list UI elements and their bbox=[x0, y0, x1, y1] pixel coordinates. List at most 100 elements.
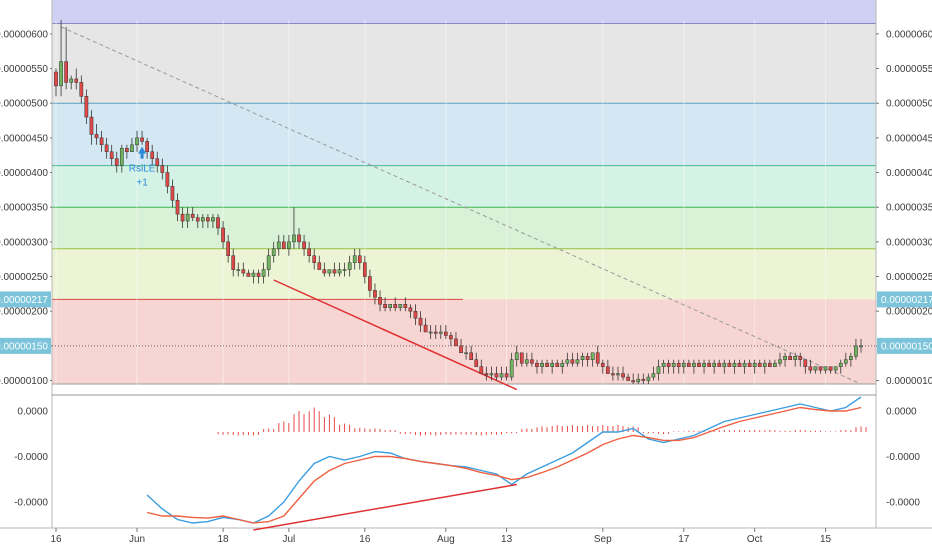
time-tick-label: Oct bbox=[747, 534, 763, 545]
candle-body bbox=[616, 373, 620, 376]
time-tick-label: Jun bbox=[129, 534, 145, 545]
candle-body bbox=[849, 356, 853, 360]
candle bbox=[555, 359, 560, 367]
candle bbox=[408, 304, 413, 319]
candle bbox=[489, 366, 494, 381]
candle-body bbox=[89, 116, 94, 135]
candle-body bbox=[206, 217, 210, 222]
candle-body bbox=[757, 362, 762, 367]
candle-body bbox=[611, 373, 615, 376]
price-tick-left: 0.00000500 bbox=[0, 99, 48, 110]
candle bbox=[241, 262, 246, 277]
candle-body bbox=[717, 362, 722, 367]
candle bbox=[443, 325, 448, 339]
candle-body bbox=[737, 362, 742, 367]
candle bbox=[828, 366, 833, 374]
price-tick-right: 0.00000550 bbox=[886, 64, 932, 75]
candle bbox=[560, 359, 565, 374]
candle-body bbox=[271, 248, 276, 256]
price-badge-right-label: 0.00000150 bbox=[881, 341, 932, 352]
candle-body bbox=[261, 269, 266, 277]
price-badge-right-label: 0.00000217 bbox=[881, 295, 932, 306]
candle bbox=[656, 359, 661, 381]
candle bbox=[843, 352, 848, 367]
candle-body bbox=[843, 359, 848, 364]
candle-body bbox=[808, 366, 813, 371]
candle bbox=[69, 75, 74, 90]
candle bbox=[707, 359, 711, 367]
candle bbox=[530, 352, 534, 367]
candle bbox=[697, 359, 701, 367]
candle-body bbox=[251, 272, 256, 277]
candle-body bbox=[54, 71, 58, 87]
candle bbox=[261, 262, 266, 284]
candle-body bbox=[732, 362, 737, 367]
candle bbox=[712, 359, 717, 374]
candle bbox=[216, 214, 220, 235]
candle-body bbox=[854, 345, 858, 357]
fib-zone bbox=[52, 207, 876, 249]
candle bbox=[190, 207, 195, 222]
candle bbox=[449, 332, 453, 346]
candle bbox=[580, 352, 585, 367]
candle-body bbox=[160, 165, 165, 173]
candle-body bbox=[322, 269, 327, 274]
candle-body bbox=[119, 148, 124, 166]
candle-body bbox=[479, 366, 484, 374]
candle-body bbox=[135, 137, 139, 146]
candle bbox=[747, 359, 752, 367]
candle-body bbox=[337, 269, 342, 274]
candle-body bbox=[727, 362, 732, 367]
candle bbox=[89, 110, 94, 145]
candle-body bbox=[489, 373, 494, 376]
candle-body bbox=[621, 373, 625, 378]
candle bbox=[297, 228, 301, 249]
candle bbox=[140, 130, 144, 145]
candle-body bbox=[464, 352, 468, 355]
candle bbox=[74, 68, 79, 90]
candle bbox=[661, 359, 666, 374]
time-ticks: 16 Jun 18 Jul 16 Aug 13 Sep 17 Oct 15 bbox=[50, 528, 832, 545]
candle-body bbox=[256, 272, 261, 277]
candle-body bbox=[681, 362, 686, 367]
candle bbox=[59, 20, 63, 97]
candle-body bbox=[661, 362, 666, 367]
candle bbox=[474, 352, 479, 367]
candle bbox=[327, 269, 332, 277]
candle bbox=[818, 366, 823, 374]
dashed-trendline bbox=[60, 26, 862, 385]
candle bbox=[727, 359, 732, 367]
candle bbox=[130, 137, 134, 152]
candle bbox=[808, 359, 813, 374]
candle bbox=[256, 269, 261, 284]
candle bbox=[317, 255, 322, 270]
candle bbox=[504, 366, 509, 381]
time-tick-label: 13 bbox=[501, 534, 513, 545]
candle-body bbox=[707, 362, 711, 367]
candle-body bbox=[722, 362, 727, 367]
candle bbox=[585, 352, 590, 367]
candle bbox=[94, 124, 99, 145]
candle-body bbox=[226, 241, 230, 256]
candle-body bbox=[398, 304, 403, 308]
candle-body bbox=[109, 151, 114, 159]
candle bbox=[352, 248, 357, 270]
candle-body bbox=[499, 373, 504, 378]
candle-body bbox=[646, 376, 651, 381]
candle-body bbox=[195, 217, 200, 222]
candle-body bbox=[74, 78, 79, 83]
candle-body bbox=[514, 352, 519, 360]
candle bbox=[646, 373, 651, 384]
candle-body bbox=[170, 186, 175, 201]
candle bbox=[550, 359, 555, 374]
candle-body bbox=[590, 352, 595, 360]
candle-body bbox=[413, 310, 418, 319]
candle bbox=[540, 359, 544, 374]
candle-body bbox=[104, 144, 109, 152]
candle-body bbox=[94, 134, 99, 139]
candle bbox=[737, 359, 742, 367]
candle bbox=[388, 304, 393, 312]
time-tick-label: Jul bbox=[282, 534, 295, 545]
candle-body bbox=[798, 356, 803, 360]
